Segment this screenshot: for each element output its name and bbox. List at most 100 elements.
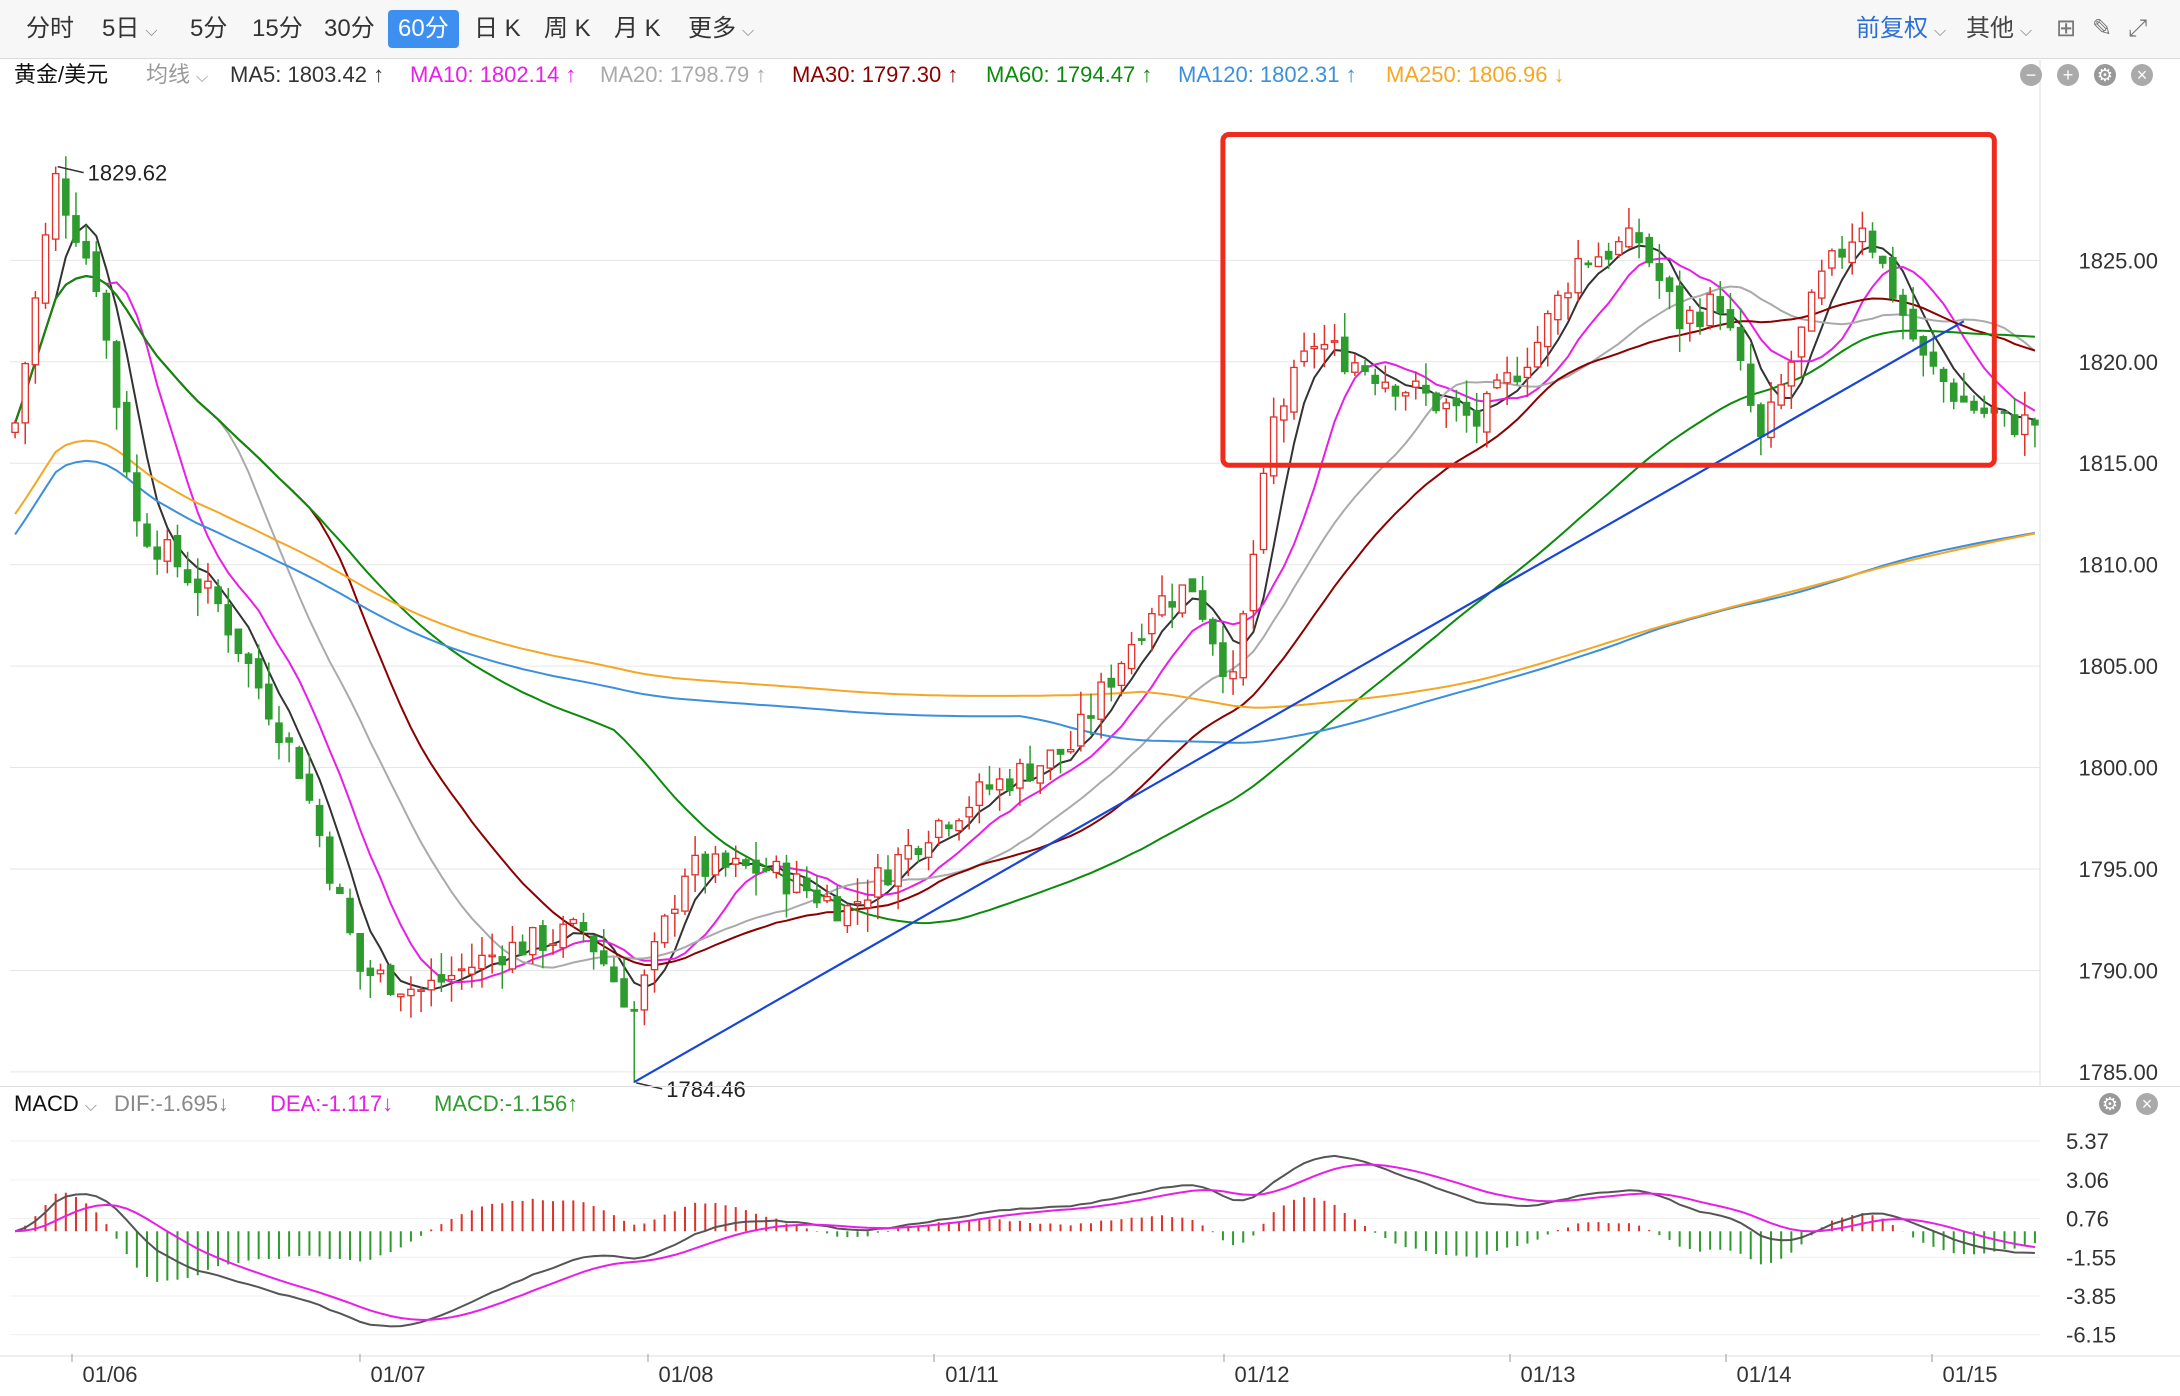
legend-item-0: DIF:-1.695↓ bbox=[114, 1091, 229, 1116]
macd-name-label: MACD bbox=[14, 1091, 79, 1116]
candle-body bbox=[1422, 384, 1430, 394]
add-icon[interactable]: + bbox=[2057, 64, 2079, 86]
candle-body bbox=[2000, 411, 2009, 414]
candle-body bbox=[1483, 392, 1491, 433]
candle-body bbox=[1472, 409, 1481, 427]
candle-body bbox=[1066, 748, 1075, 753]
ma-line-120 bbox=[14, 459, 2036, 744]
candle-body bbox=[366, 967, 375, 977]
candle-body bbox=[1340, 336, 1349, 373]
legend-item-1: MA10: 1802.14 ↑ bbox=[410, 62, 577, 87]
fullscreen-icon[interactable]: ⤢ bbox=[2128, 15, 2148, 42]
candle-body bbox=[711, 853, 720, 876]
macd-legend: MACD ⌵ DIF:-1.695↓ DEA:-1.117↓ MACD:-1.156↑… bbox=[0, 1086, 2180, 1121]
candle-body bbox=[853, 900, 862, 905]
gear-icon[interactable]: ⚙ bbox=[2094, 64, 2116, 86]
candle-body bbox=[1259, 472, 1268, 551]
close-icon[interactable]: × bbox=[2136, 1093, 2158, 1115]
candle-body bbox=[995, 778, 1004, 791]
candle-body bbox=[1777, 384, 1785, 406]
candle-body bbox=[1442, 402, 1451, 410]
tab-8[interactable]: 月 K bbox=[608, 10, 667, 48]
candle-body bbox=[752, 859, 760, 874]
tab-label: 30分 bbox=[324, 15, 375, 42]
macd-name[interactable]: MACD ⌵ bbox=[14, 1087, 97, 1124]
legend-item-2: MACD:-1.156↑ bbox=[434, 1091, 579, 1116]
candle-body bbox=[1828, 250, 1836, 269]
tab-label: 周 K bbox=[544, 15, 591, 42]
tab-9[interactable]: 更多 ⌵ bbox=[682, 10, 760, 48]
close-icon[interactable]: × bbox=[2131, 64, 2153, 86]
candle-body bbox=[1026, 763, 1034, 782]
candle-body bbox=[1726, 309, 1735, 329]
candle-body bbox=[782, 862, 791, 895]
candle-body bbox=[1411, 380, 1420, 388]
candle-body bbox=[559, 923, 567, 949]
tab-5[interactable]: 60分 bbox=[388, 10, 459, 48]
candle-body bbox=[1127, 643, 1136, 670]
candle-body bbox=[1838, 248, 1846, 258]
ma-line-30 bbox=[14, 274, 2036, 967]
candle-body bbox=[772, 860, 781, 874]
candle-body bbox=[285, 737, 293, 743]
ma-mode-selector[interactable]: 均线 ⌵ bbox=[146, 58, 208, 95]
candle-body bbox=[1351, 362, 1359, 373]
candle-body bbox=[295, 747, 304, 779]
candle-body bbox=[1939, 368, 1948, 383]
candle-body bbox=[468, 966, 476, 975]
adjust-selector[interactable]: 前复权 ⌵ bbox=[1856, 10, 1946, 48]
candle-body bbox=[376, 969, 385, 975]
annotation-label: 1829.62 bbox=[88, 161, 168, 186]
candle-body bbox=[305, 773, 314, 801]
gear-icon[interactable]: ⚙ bbox=[2099, 1093, 2121, 1115]
candle-body bbox=[1046, 749, 1055, 769]
tab-1[interactable]: 5日 ⌵ bbox=[96, 10, 164, 48]
candle-body bbox=[1878, 255, 1887, 264]
candle-body bbox=[1960, 395, 1968, 403]
candle-body bbox=[508, 941, 517, 970]
candle-body bbox=[122, 401, 131, 473]
tab-7[interactable]: 周 K bbox=[538, 10, 597, 48]
candle-body bbox=[934, 820, 943, 839]
candle-body bbox=[417, 989, 425, 992]
pen-icon[interactable]: ✎ bbox=[2092, 15, 2113, 42]
candle-body bbox=[1635, 232, 1643, 244]
candle-body bbox=[681, 875, 689, 912]
tab-0[interactable]: 分时 bbox=[20, 10, 80, 48]
candle-body bbox=[1503, 372, 1511, 384]
candle-body bbox=[325, 836, 334, 884]
symbol-label: 黄金/美元 bbox=[14, 62, 109, 87]
tab-4[interactable]: 30分 bbox=[318, 10, 381, 48]
tab-2[interactable]: 5分 bbox=[184, 10, 233, 48]
price-tick-label: 1820.00 bbox=[2078, 350, 2158, 375]
tab-label: 日 K bbox=[474, 15, 521, 42]
minimize-icon[interactable]: − bbox=[2020, 64, 2042, 86]
candle-body bbox=[1614, 241, 1623, 256]
candle-body bbox=[11, 422, 19, 434]
candle-body bbox=[1371, 374, 1379, 384]
ma-line-20 bbox=[14, 274, 2036, 969]
candle-body bbox=[1655, 263, 1664, 281]
candle-body bbox=[1361, 365, 1369, 373]
candle-body bbox=[874, 867, 882, 898]
tab-3[interactable]: 15分 bbox=[246, 10, 309, 48]
candle-body bbox=[1625, 227, 1633, 248]
candle-body bbox=[884, 869, 892, 886]
candle-body bbox=[843, 905, 852, 927]
legend-item-5: MA120: 1802.31 ↑ bbox=[1178, 62, 1357, 87]
period-toolbar: 分时 5日 ⌵ 5分 15分 30分 60分日 K 周 K 月 K 更多 ⌵ 前复权 ⌵ 其他 ⌵ ⊞ ✎ ⤢ bbox=[0, 0, 2180, 59]
candle-body bbox=[1554, 294, 1562, 321]
candle-body bbox=[498, 956, 507, 966]
candle-body bbox=[924, 842, 933, 858]
candle-body bbox=[1208, 618, 1217, 645]
tab-6[interactable]: 日 K bbox=[468, 10, 527, 48]
grid-icon[interactable]: ⊞ bbox=[2056, 15, 2077, 42]
tab-label: 5分 bbox=[190, 15, 228, 42]
other-selector[interactable]: 其他 ⌵ bbox=[1966, 10, 2032, 48]
price-tick-label: 1800.00 bbox=[2078, 756, 2158, 781]
candle-body bbox=[1401, 392, 1410, 397]
candle-body bbox=[356, 932, 364, 972]
macd-tick-label: 3.06 bbox=[2066, 1168, 2109, 1193]
ma-line-250 bbox=[14, 439, 2036, 709]
